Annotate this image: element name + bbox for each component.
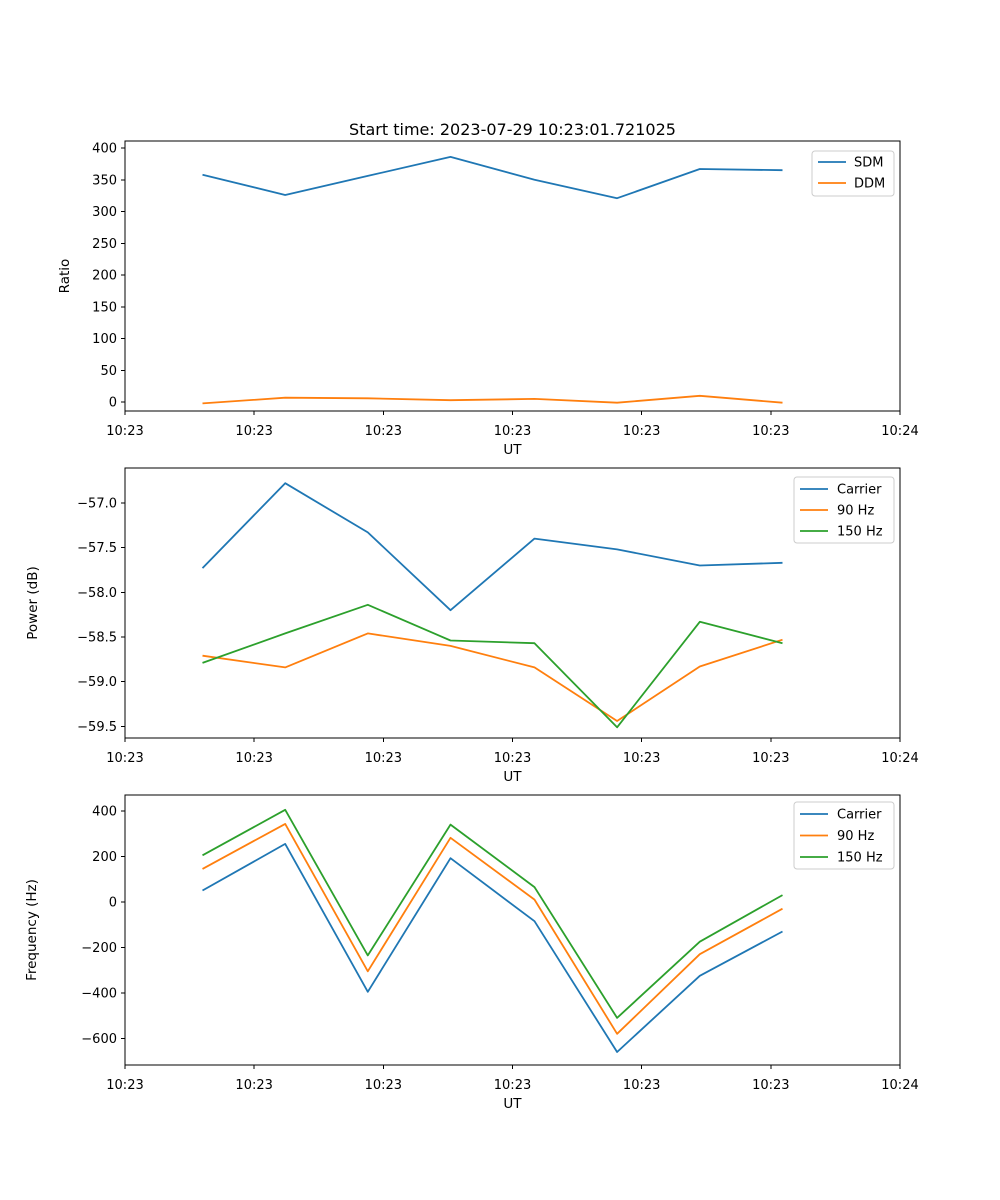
y-tick-label: 400 [92,141,117,156]
x-tick-label: 10:23 [623,424,660,439]
x-tick-label: 10:24 [881,1078,918,1093]
y-tick-label: 50 [100,364,117,379]
x-tick-label: 10:23 [106,751,143,766]
x-tick-label: 10:24 [881,751,918,766]
x-tick-label: 10:23 [623,751,660,766]
y-tick-label: −59.0 [77,675,117,690]
y-tick-label: −59.5 [77,720,117,735]
y-tick-label: 250 [92,237,117,252]
y-tick-label: 100 [92,332,117,347]
y-tick-label: 400 [92,804,117,819]
y-tick-label: −58.0 [77,586,117,601]
x-tick-label: 10:23 [365,1078,402,1093]
legend-label-ddm: DDM [854,177,885,192]
x-axis-label: UT [503,442,522,458]
series-line-90-hz [202,823,783,1035]
x-tick-label: 10:23 [106,424,143,439]
x-tick-label: 10:23 [494,1078,531,1093]
series-line-carrier [202,843,783,1053]
x-tick-label: 10:23 [623,1078,660,1093]
y-tick-label: 200 [92,269,117,284]
y-tick-label: −58.5 [77,630,117,645]
legend-label-150-hz: 150 Hz [837,525,883,540]
y-tick-label: 200 [92,850,117,865]
x-tick-label: 10:23 [235,1078,272,1093]
x-tick-label: 10:23 [494,424,531,439]
legend-label-150-hz: 150 Hz [837,851,883,866]
y-tick-label: 300 [92,205,117,220]
plot-frame [124,140,901,412]
x-tick-label: 10:23 [235,751,272,766]
legend-label-carrier: Carrier [837,808,882,823]
legend-label-90-hz: 90 Hz [837,504,874,519]
y-axis-label: Frequency (Hz) [24,879,40,981]
legend-label-sdm: SDM [854,156,883,171]
y-axis-label: Ratio [57,259,73,294]
plot-frame [124,467,901,739]
x-axis-label: UT [503,769,522,785]
x-tick-label: 10:23 [365,424,402,439]
frequency-chart: 10:23 10:23 10:23 10:23 10:23 10:23 10:24 UT −60… [24,794,919,1112]
y-tick-label: 0 [109,396,117,411]
y-tick-label: 150 [92,300,117,315]
series-line-90-hz [202,632,783,722]
x-tick-label: 10:23 [106,1078,143,1093]
legend-label-carrier: Carrier [837,483,882,498]
power-chart: 10:23 10:23 10:23 10:23 10:23 10:23 10:24 UT −59… [25,467,919,785]
y-axis-label: Power (dB) [25,566,41,639]
y-tick-label: −600 [81,1032,117,1047]
x-tick-label: 10:23 [752,751,789,766]
legend-label-90-hz: 90 Hz [837,829,874,844]
legend-box [793,801,895,870]
series-line-150-hz [202,808,783,1019]
y-tick-label: −57.0 [77,496,117,511]
series-line-carrier [201,482,783,612]
plot-frame [124,794,901,1066]
ratio-chart: 10:23 10:23 10:23 10:23 10:23 10:23 10:24 UT 0 50… [57,140,919,458]
figure-title: Start time: 2023-07-29 10:23:01.721025 [349,120,676,139]
x-tick-label: 10:23 [235,424,272,439]
legend-box [793,476,895,544]
x-tick-label: 10:23 [365,751,402,766]
y-tick-label: 0 [109,895,117,910]
y-tick-label: −200 [81,941,117,956]
series-line-ddm [202,394,783,405]
x-tick-label: 10:24 [881,424,918,439]
series-line-150-hz [202,603,783,729]
y-tick-label: −57.5 [77,541,117,556]
x-tick-label: 10:23 [752,424,789,439]
x-axis-label: UT [503,1096,522,1112]
x-tick-label: 10:23 [494,751,531,766]
y-tick-label: 350 [92,173,117,188]
series-line-sdm [202,155,783,200]
y-tick-label: −400 [81,986,117,1001]
x-tick-label: 10:23 [752,1078,789,1093]
